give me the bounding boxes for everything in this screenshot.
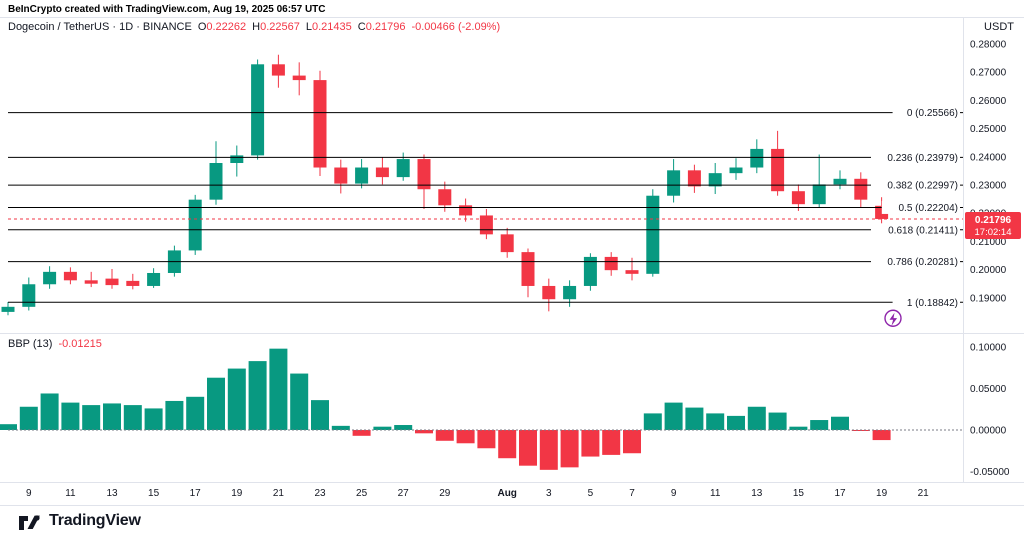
chart-canvas[interactable]: 0 (0.25566) 0.236 (0.23979) 0.382 (0.22997… [0,0,1024,506]
svg-text:0.28000: 0.28000 [970,40,1007,51]
symbol-legend[interactable]: Dogecoin / TetherUS · 1D · BINANCE O0.222… [8,21,500,33]
pane-separators [0,17,1024,506]
svg-text:Aug: Aug [497,488,516,499]
indicator-axis[interactable]: 0.10000 0.05000 0.00000 -0.05000 [970,343,1010,479]
svg-text:0 (0.25566): 0 (0.25566) [907,108,958,119]
svg-text:0.26000: 0.26000 [970,96,1007,107]
svg-text:15: 15 [793,488,805,499]
change-value: -0.00466 (-2.09%) [411,21,501,33]
svg-text:13: 13 [106,488,118,499]
ohlc-H: H0.22567 [252,21,300,33]
svg-text:0.21796: 0.21796 [975,215,1012,226]
svg-text:0.05000: 0.05000 [970,384,1007,395]
svg-text:11: 11 [710,488,721,499]
ohlc-values: O0.22262 H0.22567 L0.21435 C0.21796 [192,21,406,33]
attribution-text: BeInCrypto created with TradingView.com,… [8,4,326,15]
fib-tool-icon[interactable] [884,309,902,327]
svg-text:0.786 (0.20281): 0.786 (0.20281) [887,257,958,268]
ohlc-C: C0.21796 [357,21,406,33]
svg-text:29: 29 [439,488,451,499]
svg-text:21: 21 [273,488,285,499]
svg-text:0.10000: 0.10000 [970,343,1007,354]
svg-text:27: 27 [398,488,410,499]
svg-text:0.20000: 0.20000 [970,265,1007,276]
svg-text:15: 15 [148,488,160,499]
svg-text:19: 19 [876,488,888,499]
svg-text:0.382 (0.22997): 0.382 (0.22997) [887,181,958,192]
svg-text:11: 11 [65,488,76,499]
candles [1,54,889,316]
ohlc-L: L0.21435 [305,21,352,33]
svg-text:17: 17 [190,488,202,499]
svg-text:0.236 (0.23979): 0.236 (0.23979) [887,153,958,164]
svg-text:21: 21 [918,488,930,499]
fib-retracement-labels: 0 (0.25566) 0.236 (0.23979) 0.382 (0.22997… [871,106,960,309]
indicator-legend[interactable]: BBP (13) -0.01215 [8,338,102,350]
svg-text:0.5 (0.22204): 0.5 (0.22204) [899,203,959,214]
svg-text:23: 23 [314,488,326,499]
fib-retracement-lines[interactable] [8,112,963,303]
svg-text:0.618 (0.21411): 0.618 (0.21411) [888,225,958,236]
svg-text:-0.05000: -0.05000 [970,467,1010,478]
svg-text:0.21000: 0.21000 [970,237,1007,248]
svg-text:0.19000: 0.19000 [970,293,1007,304]
indicator-value: -0.01215 [58,338,102,350]
svg-text:0.27000: 0.27000 [970,68,1007,79]
price-axis[interactable]: 0.28000 0.27000 0.26000 0.25000 0.24000 0.230… [970,40,1007,305]
svg-text:3: 3 [546,488,552,499]
svg-text:25: 25 [356,488,368,499]
svg-text:1 (0.18842): 1 (0.18842) [907,298,958,309]
svg-text:9: 9 [671,488,677,499]
svg-text:5: 5 [588,488,594,499]
quote-currency-label: USDT [984,21,1014,33]
svg-text:13: 13 [751,488,763,499]
indicator-name: BBP (13) [8,338,53,350]
svg-text:17: 17 [834,488,846,499]
tradingview-logo-text: TradingView [49,512,141,529]
svg-text:19: 19 [231,488,243,499]
svg-text:0.00000: 0.00000 [970,426,1007,437]
svg-text:7: 7 [629,488,635,499]
symbol-title: Dogecoin / TetherUS · 1D · BINANCE [8,21,192,33]
svg-text:9: 9 [26,488,32,499]
ohlc-O: O0.22262 [197,21,247,33]
bbp-histogram [0,348,891,470]
time-axis[interactable]: 9 11 13 15 17 19 21 23 25 27 29 Aug 3 5 7 9 11 13 15 17 19 21 [26,488,929,499]
svg-text:0.25000: 0.25000 [970,124,1007,135]
tradingview-logo[interactable]: TradingView [18,509,141,533]
svg-text:0.24000: 0.24000 [970,152,1007,163]
svg-text:17:02:14: 17:02:14 [975,227,1012,238]
tradingview-logo-icon [19,515,40,530]
svg-text:0.23000: 0.23000 [970,181,1007,192]
